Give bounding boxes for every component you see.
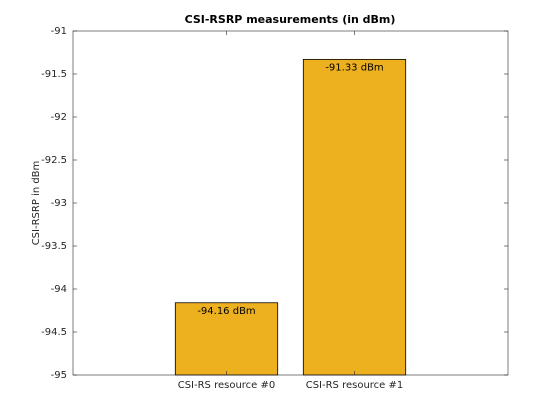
- y-tick-label: -92.5: [41, 155, 67, 166]
- x-tick-label: CSI-RS resource #0: [178, 380, 276, 391]
- y-tick-label: -95: [51, 370, 67, 381]
- x-tick-label: CSI-RS resource #1: [306, 380, 404, 391]
- value-label: -94.16 dBm: [197, 306, 255, 317]
- y-tick-label: -94: [51, 284, 67, 295]
- axes-box: [72, 30, 509, 376]
- y-tick-label: -94.5: [41, 327, 67, 338]
- y-tick-label: -91.5: [41, 69, 67, 80]
- chart-title: CSI-RSRP measurements (in dBm): [185, 13, 396, 26]
- y-axis-label: CSI-RSRP in dBm: [31, 161, 42, 246]
- bar: [302, 58, 407, 376]
- value-label: -91.33 dBm: [325, 62, 383, 73]
- y-tick-label: -92: [51, 112, 67, 123]
- bar: [174, 302, 279, 376]
- y-tick-label: -93.5: [41, 241, 67, 252]
- y-tick-label: -91: [51, 26, 67, 37]
- y-tick-label: -93: [51, 198, 67, 209]
